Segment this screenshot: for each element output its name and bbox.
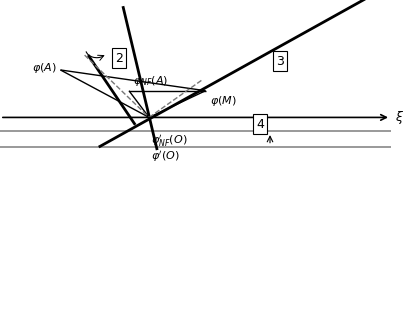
Text: 4: 4 [256, 118, 264, 131]
Text: $\xi_1$: $\xi_1$ [395, 109, 403, 126]
Text: $\varphi(M)$: $\varphi(M)$ [210, 94, 236, 108]
Text: $\varphi^{\prime}(O)$: $\varphi^{\prime}(O)$ [151, 149, 180, 164]
Text: 2: 2 [115, 52, 123, 65]
Text: $\varphi_{NF}(A)$: $\varphi_{NF}(A)$ [133, 74, 168, 88]
Text: $\varphi(A)$: $\varphi(A)$ [32, 61, 56, 75]
Text: $\varphi_{NF}^{\prime}(O)$: $\varphi_{NF}^{\prime}(O)$ [151, 133, 188, 149]
Text: 3: 3 [276, 55, 284, 68]
